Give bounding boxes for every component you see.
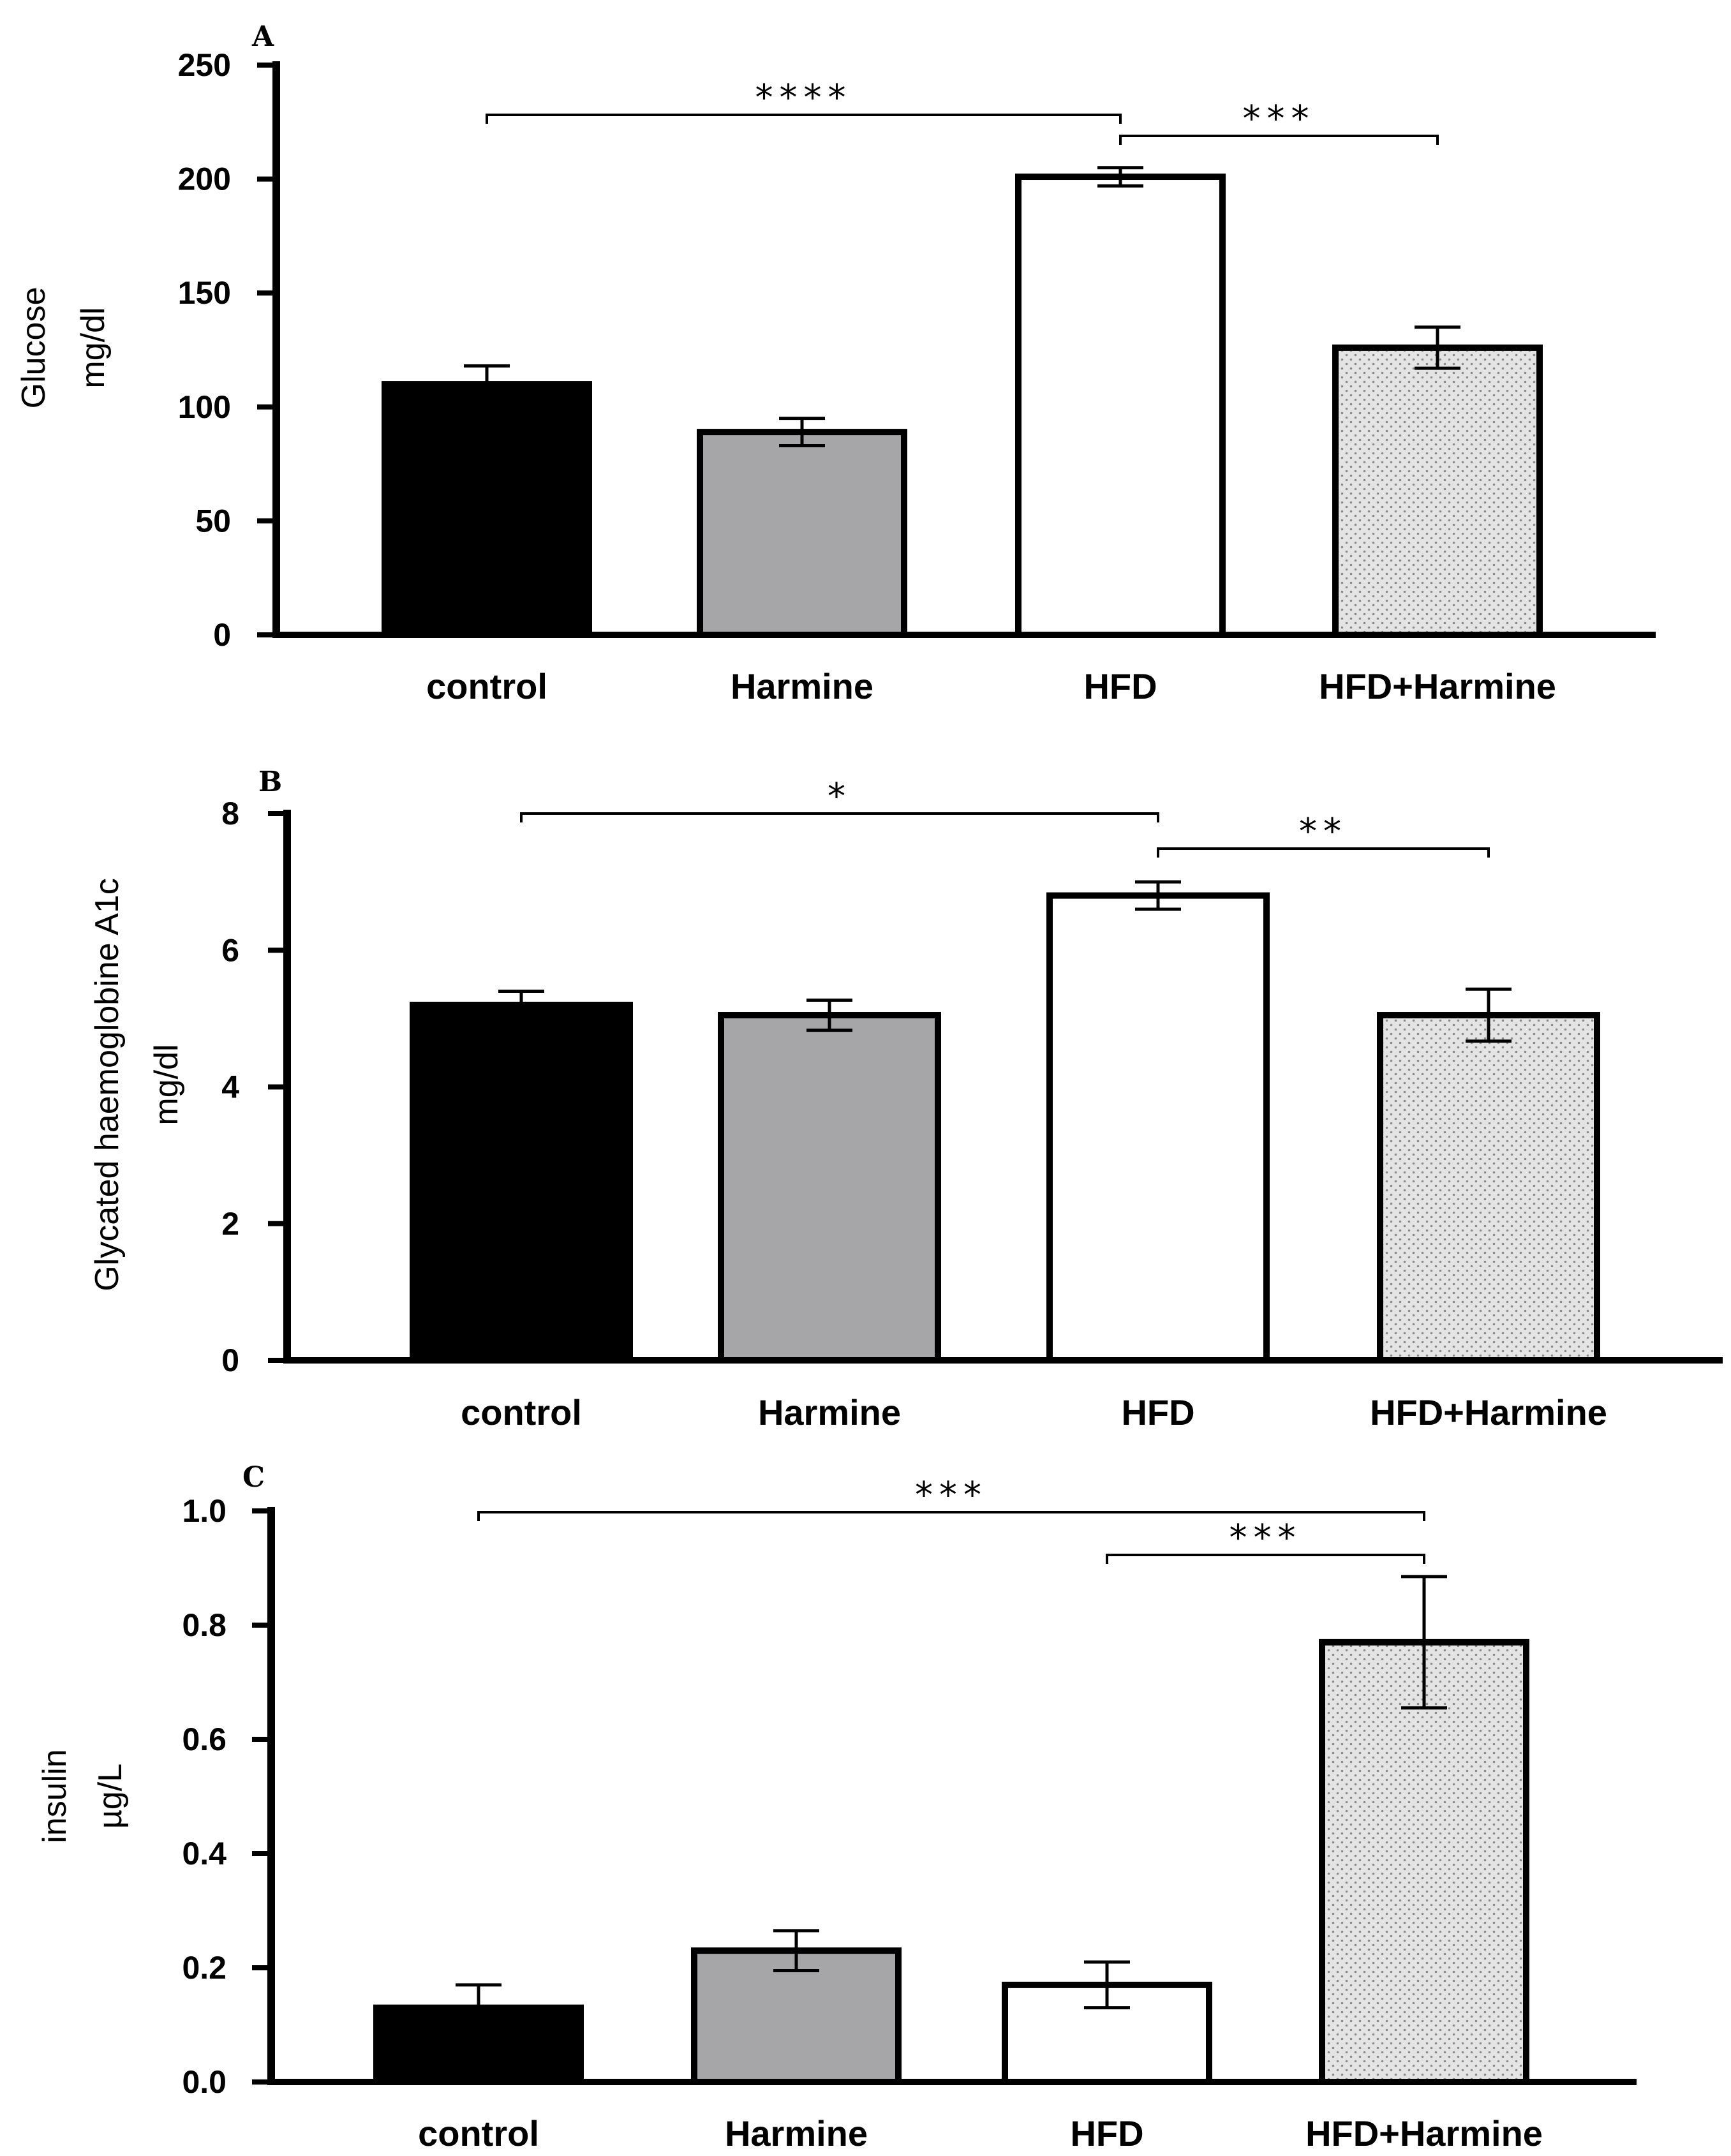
bar-hfd-plus-harmine [1377,1012,1600,1364]
x-category-label: control [418,2113,539,2153]
y-tick-label: 200 [178,161,231,197]
error-bar [1415,325,1460,370]
bar-harmine [691,1947,902,2085]
significance-label: *** [1243,98,1316,140]
bar-harmine [718,1012,941,1364]
panel-b-chart: B 0 2 4 6 8 control Harmine HFD HFD+Harmine Glycat… [89,766,1723,1432]
x-category-label: Harmine [758,1392,901,1432]
y-axis-unit: µg/L [92,1764,129,1829]
bar-hfd-plus-harmine [1332,344,1543,638]
error-bar [1097,166,1143,188]
error-bar [464,364,510,405]
x-category-label: HFD+Harmine [1370,1392,1607,1432]
y-tick-label: 4 [221,1069,239,1105]
significance-label: * [828,776,852,817]
y-tick-label: 0.2 [182,1950,227,1986]
y-axis-unit: mg/dl [75,307,112,388]
x-category-label: HFD+Harmine [1319,666,1556,706]
x-category-label: HFD [1070,2113,1143,2153]
panel-letter: A [251,20,274,53]
y-tick-label: 0 [213,617,231,653]
y-axis-title: Glucose [15,287,52,409]
significance-bracket [477,1511,1425,1521]
y-tick-label: 2 [221,1206,239,1242]
panel-a-chart: A 0 50 100 150 200 250 control Harmine HFD HFD+Har… [15,20,1656,706]
y-tick-label: 0.8 [182,1607,227,1643]
error-bar [1466,987,1512,1043]
y-axis-unit: mg/dl [148,1044,185,1125]
significance-label: *** [915,1475,988,1516]
error-bar [779,417,825,448]
significance-bracket [486,114,1122,124]
y-tick-label: 0.6 [182,1721,227,1757]
significance-line [477,1511,1425,1521]
panel-letter: B [258,766,282,798]
significance-line [520,812,1159,822]
y-tick-label: 150 [178,275,231,311]
significance-label: **** [755,77,852,119]
x-category-label: Harmine [725,2113,868,2153]
significance-label: *** [1230,1517,1302,1559]
significance-bracket [520,812,1159,822]
y-tick-label: 0 [221,1342,239,1378]
significance-line [486,114,1122,124]
significance-bracket [1157,847,1490,858]
significance-label: ** [1299,811,1348,852]
significance-line [1106,1554,1425,1564]
y-tick-label: 100 [178,389,231,425]
y-tick-label: 0.4 [182,1836,227,1871]
y-tick-label: 1.0 [182,1493,227,1529]
x-category-label: HFD [1083,666,1157,706]
x-category-label: HFD [1121,1392,1194,1432]
significance-bracket [1106,1554,1425,1564]
error-bar [806,998,852,1032]
y-tick-label: 0.0 [182,2064,227,2100]
bar-control [410,1001,633,1364]
y-tick-label: 6 [221,932,239,968]
error-bar [498,990,544,1020]
y-axis-title: Glycated haemoglobine A1c [89,878,126,1291]
error-bar [1401,1575,1447,1710]
y-tick-label: 250 [178,47,231,83]
error-bar [456,1983,501,2032]
x-category-label: control [426,666,547,706]
significance-bracket [1119,135,1439,145]
x-category-label: control [461,1392,582,1432]
y-tick-label: 8 [221,796,239,831]
error-bar [773,1929,819,1972]
bar-hfd [1015,174,1226,638]
x-category-label: HFD+Harmine [1305,2113,1543,2153]
significance-line [1119,135,1439,145]
error-bar [1135,880,1181,911]
panel-c-chart: C 0.0 0.2 0.4 0.6 0.8 1.0 control Harmine HFD HFD+… [36,1461,1637,2153]
bar-hfd [1046,892,1270,1364]
significance-line [1157,847,1490,858]
bar-harmine [697,429,907,638]
bar-control [382,381,592,639]
y-tick-label: 50 [195,503,231,539]
error-bar [1084,1960,1130,2010]
y-axis-title: insulin [36,1749,73,1843]
panel-letter: C [242,1461,265,1494]
x-category-label: Harmine [731,666,873,706]
